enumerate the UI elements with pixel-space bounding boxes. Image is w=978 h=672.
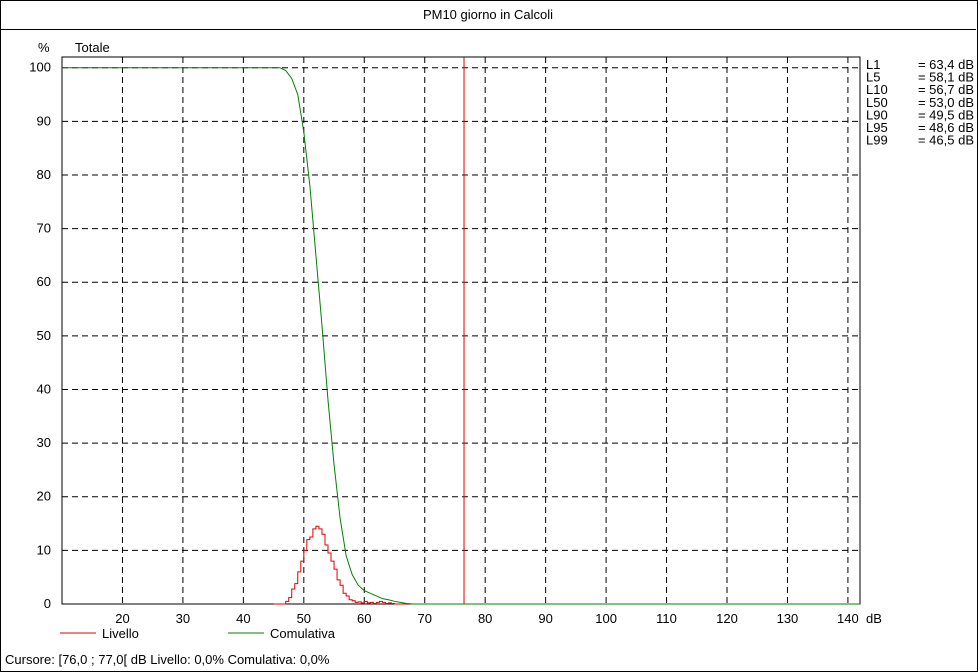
- plot-area[interactable]: [61, 56, 861, 605]
- stat-value: = 48,6 dB: [918, 120, 974, 135]
- y-tick-label: 90: [37, 113, 51, 128]
- x-tick-label: 20: [115, 611, 129, 626]
- stat-value: = 49,5 dB: [918, 107, 974, 122]
- x-tick-label: 130: [777, 611, 799, 626]
- y-tick-label: 80: [37, 167, 51, 182]
- x-tick-label: 140: [837, 611, 859, 626]
- stat-value: = 56,7 dB: [918, 82, 974, 97]
- x-axis-label: dB: [866, 611, 882, 626]
- stat-label: L95: [866, 120, 888, 135]
- y-tick-label: 70: [37, 221, 51, 236]
- stat-label: L50: [866, 95, 888, 110]
- chart-title: PM10 giorno in Calcoli: [0, 0, 976, 30]
- stat-label: L1: [866, 57, 880, 72]
- x-tick-label: 110: [656, 611, 677, 626]
- y-tick-label: 60: [37, 274, 51, 289]
- legend-label-comulativa: Comulativa: [270, 626, 336, 641]
- stat-value: = 58,1 dB: [918, 70, 974, 85]
- stat-label: L90: [866, 107, 888, 122]
- x-tick-label: 70: [417, 611, 431, 626]
- series-line-comulativa: [62, 67, 860, 605]
- legend-label-livello: Livello: [102, 626, 139, 641]
- stat-label: L10: [866, 82, 888, 97]
- y-tick-label: 30: [37, 435, 51, 450]
- x-tick-label: 90: [538, 611, 552, 626]
- status-bar: Cursore: [76,0 ; 77,0[ dB Livello: 0,0% …: [5, 652, 330, 667]
- y-tick-label: 20: [37, 489, 51, 504]
- stats-panel: L1 = 63,4 dB L5 = 58,1 dB L10 = 56,7 dB L50 = 5…: [866, 57, 974, 148]
- y-axis-label: %: [38, 40, 50, 55]
- stat-value: = 63,4 dB: [918, 57, 974, 72]
- y-tick-label: 40: [37, 381, 51, 396]
- stat-value: = 53,0 dB: [918, 95, 974, 110]
- series-line-livello: [273, 525, 407, 605]
- x-tick-label: 60: [357, 611, 371, 626]
- stat-label: L5: [866, 70, 880, 85]
- grid: [62, 57, 860, 604]
- x-tick-label: 50: [297, 611, 311, 626]
- x-tick-label: 40: [236, 611, 250, 626]
- x-tick-label: 80: [478, 611, 492, 626]
- y-tick-label: 50: [37, 328, 51, 343]
- x-tick-label: 100: [595, 611, 617, 626]
- y-tick-label: 10: [37, 542, 51, 557]
- axis-ticks: 20 30 40 50 60 70 80 90 100 110 120 130 140 0 10 20 30 40…: [29, 60, 858, 626]
- legend: Livello Comulativa: [60, 626, 336, 641]
- chart-subtitle: Totale: [75, 40, 110, 55]
- stat-value: = 46,5 dB: [918, 133, 974, 148]
- x-tick-label: 120: [716, 611, 738, 626]
- series-group: [62, 67, 860, 605]
- stat-label: L99: [866, 133, 888, 148]
- y-tick-label: 0: [44, 596, 51, 611]
- x-tick-label: 30: [176, 611, 190, 626]
- y-tick-label: 100: [29, 60, 51, 75]
